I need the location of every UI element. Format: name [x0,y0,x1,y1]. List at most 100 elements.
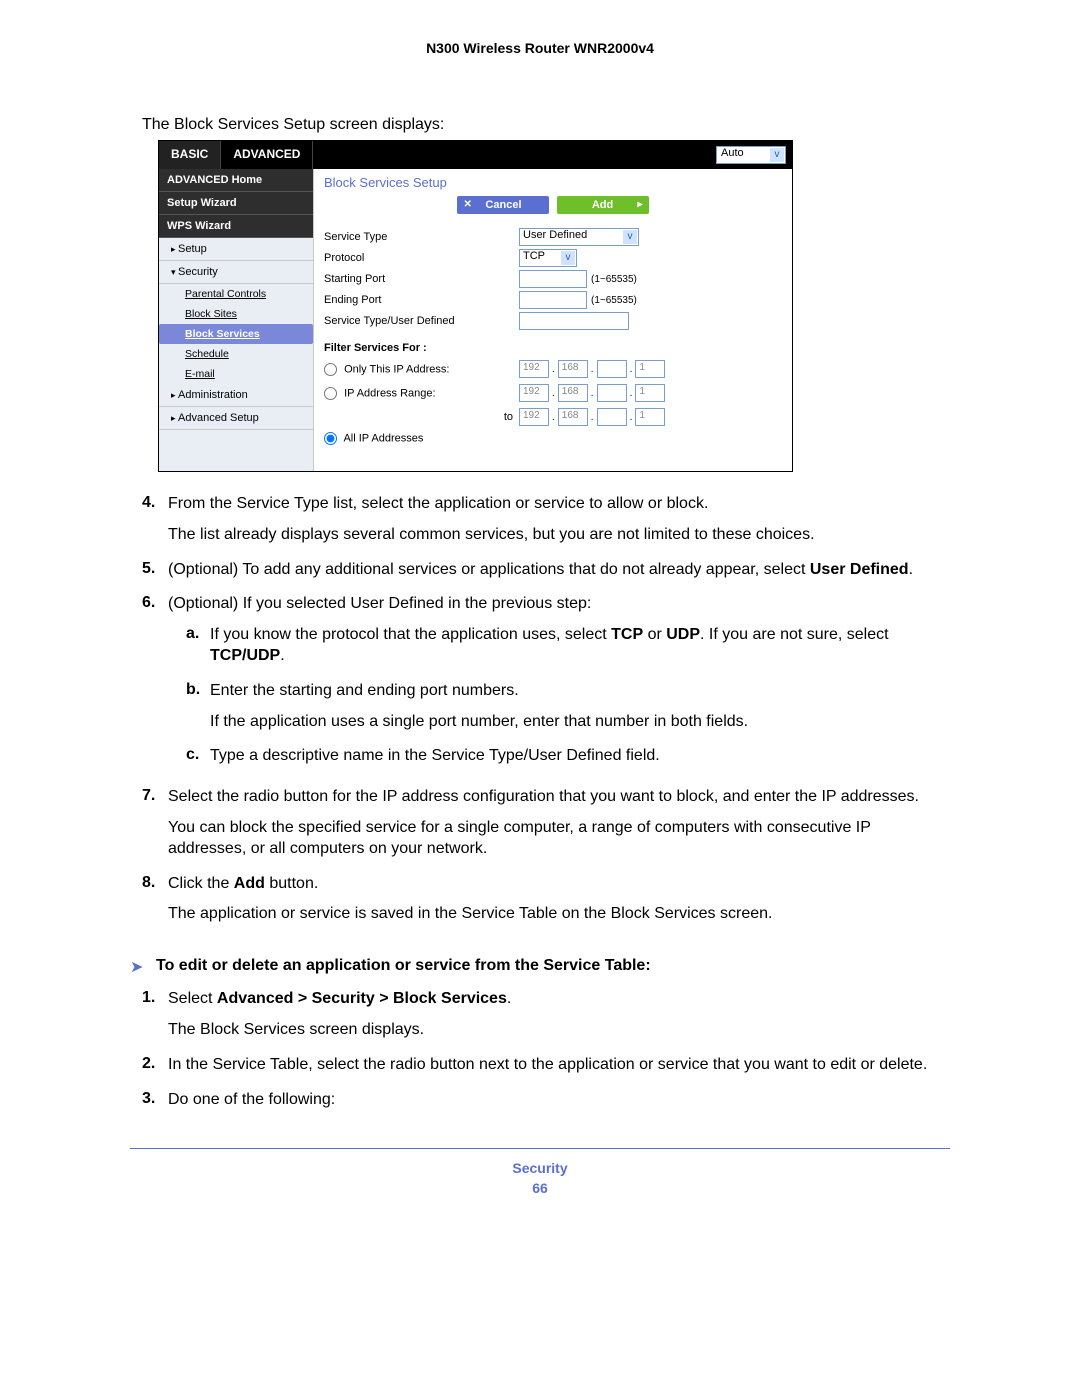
radio-only-ip-input[interactable] [324,363,337,376]
add-button[interactable]: Add [557,196,649,214]
task2-step2-p1: In the Service Table, select the radio b… [168,1055,950,1076]
ip-only-group: 192. 168. . 1 [519,360,665,378]
service-type-select[interactable]: User Defined v [519,228,639,246]
arrow-icon: ➤ [130,957,156,977]
ip-range-from-group: 192. 168. . 1 [519,384,665,402]
tab-advanced[interactable]: ADVANCED [221,141,313,169]
panel-title: Block Services Setup [324,175,782,190]
radio-all-ip[interactable]: All IP Addresses [324,432,519,445]
ending-port-input[interactable] [519,291,587,309]
sidebar-sub-block-sites[interactable]: Block Sites [159,304,313,324]
chevron-down-icon: v [623,230,637,244]
ip-octet[interactable]: 168 [558,384,588,402]
tab-basic[interactable]: BASIC [159,141,221,169]
steps-list: 4. From the Service Type list, select th… [142,494,950,935]
step-6-sublist: a. If you know the protocol that the app… [186,625,950,777]
sidebar-item-wps-wizard[interactable]: WPS Wizard [159,215,313,238]
label-protocol: Protocol [324,252,519,264]
ip-octet[interactable]: 1 [635,360,665,378]
step-4-p2: The list already displays several common… [168,525,950,546]
task2-step1-p1: Select Advanced > Security > Block Servi… [168,989,950,1010]
step-8-p1: Click the Add button. [168,874,950,895]
step-6b-p1: Enter the starting and ending port numbe… [210,681,950,702]
filter-title: Filter Services For : [324,342,782,354]
sidebar-sub-email[interactable]: E-mail [159,364,313,384]
chevron-down-icon: v [770,148,784,162]
step-6b-p2: If the application uses a single port nu… [210,712,950,733]
sidebar-sub-block-services[interactable]: Block Services [159,324,313,344]
protocol-select[interactable]: TCP v [519,249,577,267]
ip-octet[interactable]: 192 [519,408,549,426]
panel-button-row: Cancel Add [324,196,782,214]
radio-all-ip-label: All IP Addresses [343,432,423,444]
step-7: 7. Select the radio button for the IP ad… [142,787,950,869]
ip-octet[interactable]: 1 [635,384,665,402]
step-8: 8. Click the Add button. The application… [142,874,950,936]
ending-port-hint: (1~65535) [591,295,637,306]
language-select-value: Auto [721,147,744,159]
sidebar-item-advanced-home[interactable]: ADVANCED Home [159,169,313,192]
label-ending-port: Ending Port [324,294,519,306]
radio-ip-range-label: IP Address Range: [344,387,436,399]
radio-ip-range-input[interactable] [324,387,337,400]
task2-step-1: 1. Select Advanced > Security > Block Se… [142,989,950,1051]
ip-octet[interactable] [597,360,627,378]
router-tabbar: BASIC ADVANCED Auto v [159,141,792,169]
router-screenshot: BASIC ADVANCED Auto v ADVANCED Home Setu… [158,140,793,472]
step-6: 6. (Optional) If you selected User Defin… [142,594,950,783]
step-4-p1: From the Service Type list, select the a… [168,494,950,515]
page-header: N300 Wireless Router WNR2000v4 [130,40,950,56]
radio-only-ip-label: Only This IP Address: [344,363,449,375]
ip-octet[interactable] [597,384,627,402]
radio-all-ip-input[interactable] [324,432,337,445]
ip-octet[interactable]: 1 [635,408,665,426]
panel: Block Services Setup Cancel Add Service … [314,169,792,471]
chevron-down-icon: v [561,251,575,265]
ip-range-to-label: to [324,411,519,423]
ip-range-to-group: 192. 168. . 1 [519,408,665,426]
service-type-value: User Defined [523,229,587,241]
radio-ip-range[interactable]: IP Address Range: [324,387,519,400]
task2-step-2: 2. In the Service Table, select the radi… [142,1055,950,1086]
label-service-user-defined: Service Type/User Defined [324,315,519,327]
radio-only-ip[interactable]: Only This IP Address: [324,363,519,376]
ip-octet[interactable]: 192 [519,384,549,402]
ip-octet[interactable]: 192 [519,360,549,378]
language-select[interactable]: Auto v [716,146,786,164]
ip-octet[interactable]: 168 [558,408,588,426]
task-edit-delete: ➤ To edit or delete an application or se… [130,957,950,977]
step-7-p2: You can block the specified service for … [168,818,950,860]
sidebar-item-advanced-setup[interactable]: Advanced Setup [159,407,313,430]
starting-port-hint: (1~65535) [591,274,637,285]
task2-step1-p2: The Block Services screen displays. [168,1020,950,1041]
step-5-text: (Optional) To add any additional service… [168,560,950,581]
step-7-p1: Select the radio button for the IP addre… [168,787,950,808]
step-6-lead: (Optional) If you selected User Defined … [168,594,950,615]
intro-text: The Block Services Setup screen displays… [142,116,950,134]
protocol-value: TCP [523,250,545,262]
label-service-type: Service Type [324,231,519,243]
footer-divider [130,1148,950,1149]
footer-section: Security [130,1159,950,1179]
sidebar-item-administration[interactable]: Administration [159,384,313,407]
sidebar-item-setup-wizard[interactable]: Setup Wizard [159,192,313,215]
step-8-p2: The application or service is saved in t… [168,904,950,925]
sidebar-sub-schedule[interactable]: Schedule [159,344,313,364]
step-6c: Type a descriptive name in the Service T… [210,746,950,767]
step-4: 4. From the Service Type list, select th… [142,494,950,556]
service-user-defined-input[interactable] [519,312,629,330]
step-5: 5. (Optional) To add any additional serv… [142,560,950,591]
ip-octet[interactable]: 168 [558,360,588,378]
task2-steps: 1. Select Advanced > Security > Block Se… [142,989,950,1120]
sidebar-sub-parental[interactable]: Parental Controls [159,284,313,304]
task2-step3-p1: Do one of the following: [168,1090,950,1111]
sidebar: ADVANCED Home Setup Wizard WPS Wizard Se… [159,169,314,471]
cancel-button[interactable]: Cancel [457,196,549,214]
sidebar-item-setup[interactable]: Setup [159,238,313,261]
sidebar-item-security[interactable]: Security [159,261,313,284]
task-title: To edit or delete an application or serv… [156,957,651,975]
label-starting-port: Starting Port [324,273,519,285]
step-6a: If you know the protocol that the applic… [210,625,950,667]
starting-port-input[interactable] [519,270,587,288]
ip-octet[interactable] [597,408,627,426]
